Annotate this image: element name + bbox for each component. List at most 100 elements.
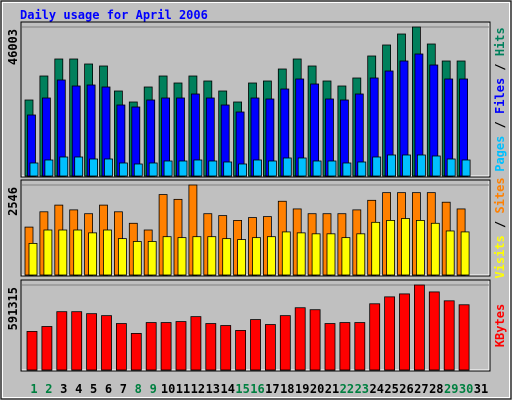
bar	[399, 293, 410, 371]
y-tick-label: 2546	[6, 187, 20, 216]
legend-entry: Hits	[493, 27, 507, 56]
bar	[279, 315, 291, 371]
bar	[118, 238, 127, 276]
bar	[89, 158, 98, 177]
x-tick-label: 14	[220, 382, 234, 396]
bar	[446, 158, 456, 177]
bar	[253, 159, 262, 177]
bar	[207, 236, 217, 276]
bar	[238, 163, 248, 177]
x-tick-label: 11	[176, 382, 190, 396]
bar	[116, 323, 127, 371]
bar	[237, 239, 247, 276]
bar	[58, 229, 68, 276]
x-tick-label: 8	[135, 382, 142, 396]
bar	[220, 325, 232, 371]
chart-title: Daily usage for April 2006	[20, 8, 208, 22]
bar	[86, 313, 97, 371]
bar	[431, 155, 441, 177]
x-tick-label: 7	[120, 382, 127, 396]
legend: Pages / Files / Hits	[493, 27, 507, 172]
bar	[74, 156, 84, 177]
bar	[250, 319, 261, 371]
bar	[71, 311, 83, 371]
bar	[430, 222, 440, 276]
bar	[445, 230, 455, 276]
bar	[56, 311, 68, 371]
x-tick-label: 10	[161, 382, 175, 396]
bar	[101, 315, 112, 371]
bar	[235, 330, 247, 371]
x-tick-label: 26	[399, 382, 413, 396]
x-tick-label: 23	[355, 382, 369, 396]
x-tick-label: 12	[191, 382, 205, 396]
bar	[222, 238, 232, 276]
bar	[327, 160, 337, 177]
bar	[223, 161, 233, 177]
x-tick-label: 30	[459, 382, 473, 396]
bar	[428, 291, 440, 371]
bar	[59, 156, 69, 177]
x-tick-label: 18	[280, 382, 294, 396]
x-tick-label: 15	[235, 382, 249, 396]
legend-separator: /	[493, 114, 507, 136]
bar	[41, 326, 53, 371]
bar	[266, 236, 276, 276]
bar	[103, 229, 112, 276]
bar	[104, 158, 113, 177]
bar	[148, 162, 158, 177]
legend-separator: /	[493, 56, 507, 78]
bar	[312, 160, 322, 177]
bar	[178, 160, 188, 177]
bar	[160, 322, 172, 371]
x-tick-label: 28	[429, 382, 443, 396]
bar	[264, 324, 276, 371]
x-tick-label: 19	[295, 382, 309, 396]
legend-entry: Sites	[493, 177, 507, 213]
bar	[458, 304, 470, 371]
x-tick-label: 13	[206, 382, 220, 396]
bar	[44, 159, 54, 177]
x-tick-label: 16	[250, 382, 264, 396]
bar	[28, 242, 38, 276]
bar	[443, 300, 455, 371]
x-tick-label: 2	[45, 382, 52, 396]
bar	[133, 163, 143, 177]
bar	[309, 309, 321, 371]
bar	[282, 157, 292, 177]
bar	[267, 160, 277, 177]
bar	[415, 220, 425, 276]
bar	[208, 160, 218, 177]
bar	[296, 232, 306, 276]
bar	[357, 161, 367, 177]
legend: Visits / Sites	[493, 177, 507, 278]
bar	[372, 156, 382, 177]
bar	[311, 233, 321, 276]
bar	[371, 221, 381, 276]
bar	[339, 322, 351, 371]
bar	[252, 237, 261, 276]
x-tick-label: 27	[414, 382, 428, 396]
bar	[297, 157, 307, 177]
y-tick-label: 591315	[6, 287, 20, 330]
bar	[177, 237, 187, 276]
legend-entry: Files	[493, 78, 507, 114]
bar	[43, 229, 53, 276]
bar	[162, 236, 172, 276]
bar	[324, 323, 336, 371]
bar	[175, 321, 187, 371]
bar	[73, 229, 83, 276]
bar	[145, 322, 157, 371]
x-tick-label: 9	[150, 382, 157, 396]
bar	[147, 241, 157, 276]
x-tick-label: 4	[75, 382, 82, 396]
bar	[342, 162, 352, 177]
bar	[193, 159, 203, 177]
bar	[401, 218, 410, 276]
x-tick-label: 5	[90, 382, 97, 396]
bar	[413, 284, 425, 371]
x-tick-label: 25	[384, 382, 398, 396]
bar	[88, 232, 97, 276]
bar	[461, 159, 471, 177]
